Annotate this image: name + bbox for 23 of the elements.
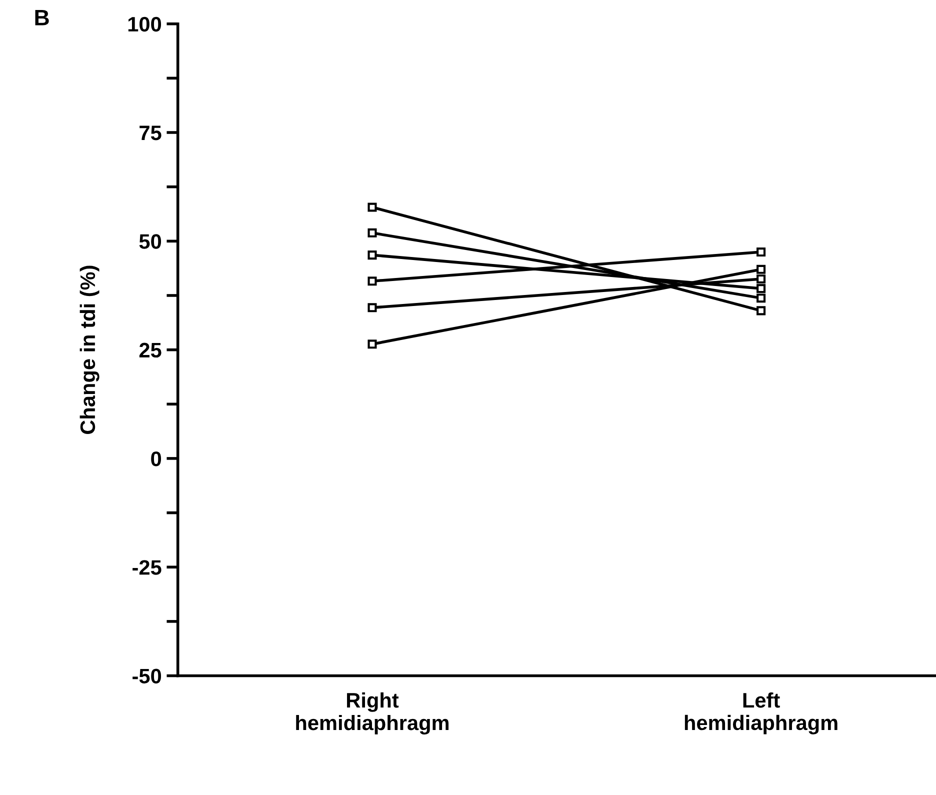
point — [368, 228, 377, 238]
x-tick-label: Left hemidiaphragm — [684, 692, 838, 734]
point — [756, 274, 766, 284]
y-tick-label: 0 — [151, 451, 162, 466]
y-tick-label: 100 — [128, 16, 162, 32]
y-tick-label: 50 — [139, 234, 162, 249]
point — [756, 294, 766, 303]
point — [368, 340, 377, 349]
point — [368, 250, 377, 260]
y-tick-label: -25 — [132, 560, 162, 575]
point — [756, 284, 766, 294]
point — [368, 303, 377, 312]
point — [368, 276, 377, 286]
point — [756, 306, 766, 316]
y-tick-label: -50 — [132, 668, 162, 684]
x-tick-label: Right hemidiaphragm — [296, 692, 449, 734]
y-tick-label: 75 — [140, 126, 162, 140]
y-tick-label: 25 — [139, 342, 162, 358]
point — [756, 264, 766, 274]
point — [756, 248, 766, 257]
point — [368, 202, 377, 212]
chart-title: B — [35, 10, 49, 26]
y-axis-title: Change in tdi (%) — [80, 266, 100, 434]
